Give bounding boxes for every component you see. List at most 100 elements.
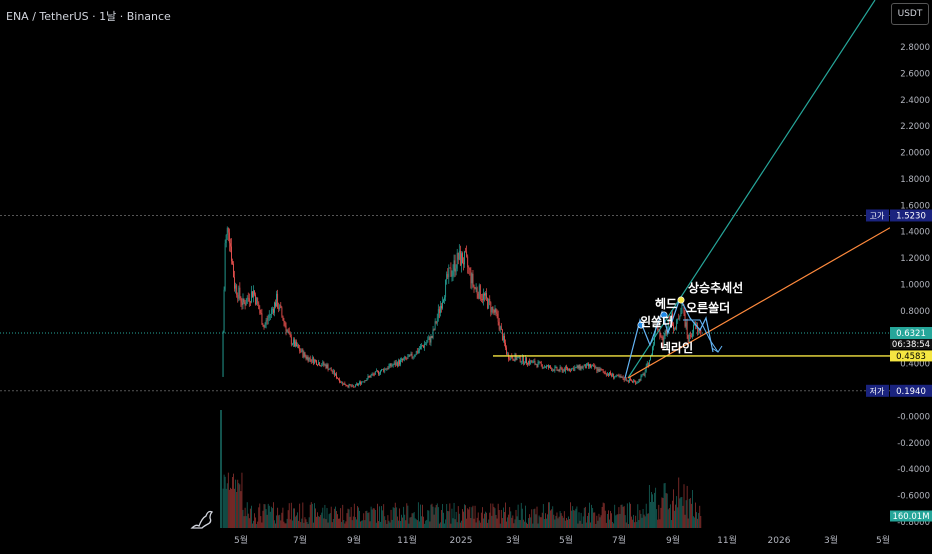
volume-bar [339,518,340,528]
volume-bar [410,517,412,528]
candle [354,384,356,388]
candle [603,371,605,373]
volume-bar [651,492,652,528]
volume-bar [559,511,561,528]
candle [494,308,496,313]
candle [566,366,567,369]
candle [405,356,407,359]
candle [571,368,573,371]
candle [296,341,297,347]
time-axis[interactable]: 5월 7월 9월 11월 2025 3월 5월 7월 9월 11월 2026 3월 5월 [0,530,890,550]
volume-bar [415,519,417,528]
volume-bar [474,505,476,528]
candle [395,362,397,366]
volume-bar [296,515,297,528]
volume-bar [627,523,629,528]
volume-bar [467,508,469,528]
volume-bar [402,517,403,528]
candle [527,363,528,365]
volume-bar [542,504,544,528]
candle [453,260,455,271]
volume-bar [301,518,303,528]
candle [345,384,347,386]
candle [392,364,394,366]
candle [424,344,426,348]
volume-bar [252,523,253,528]
volume-bar [631,516,632,528]
candle [532,361,534,363]
candle [337,378,338,379]
volume-bar [452,518,454,528]
candle [249,301,251,303]
volume-bar [349,516,351,528]
candle [538,361,540,363]
chart-area[interactable]: 상승추세선 헤드 오른쏠더 왼쏠더 넥라인 고가 저가 [0,0,891,530]
candle [404,356,406,359]
candle [312,357,314,364]
candle [225,234,227,244]
candle [668,319,670,320]
candle [459,250,461,266]
candle [295,341,296,347]
candle [281,307,283,316]
candle [266,320,268,322]
annotation-neckline: 넥라인 [660,340,693,355]
volume-value-badge-bg [890,510,932,522]
volume-bar [338,518,339,528]
volume-bar [605,522,607,528]
candle [361,381,363,385]
candle [247,297,249,299]
volume-bar [572,506,574,528]
candle [235,285,237,289]
candle [587,363,588,365]
candle [350,385,352,387]
candle [237,294,239,299]
volume-bar [362,520,364,528]
symbol-title[interactable]: ENA / TetherUS · 1날 · Binance [6,10,171,23]
volume-bar [673,489,674,528]
volume-bar [521,508,523,528]
currency-button[interactable]: USDT [891,3,929,25]
volume-bar [367,512,369,528]
candle [567,368,568,370]
price-axis[interactable]: 2.8000 2.6000 2.4000 2.2000 2.0000 1.8000 1.60… [890,0,932,530]
volume-bar [522,519,524,528]
volume-bar [228,489,230,528]
volume-bar [543,519,545,528]
candle [591,365,592,368]
volume-bar [457,506,459,528]
volume-bar [427,510,429,528]
candle [624,377,626,381]
volume-bar [498,509,500,528]
volume-bar [330,506,332,528]
candle [245,303,247,306]
volume-bar [624,515,626,528]
volume-bar [425,520,427,528]
candle [492,307,494,310]
volume-bar [456,522,458,528]
volume-bar [556,512,558,528]
candle [244,302,246,306]
volume-bar [267,503,269,528]
candle [357,384,358,386]
volume-bar [579,520,581,528]
volume-bar [446,504,448,528]
candle [474,287,476,289]
candle [226,227,228,235]
countdown-badge-bg [890,338,932,349]
volume-bar [634,522,636,528]
time-tick: 3월 [824,534,838,546]
volume-bar [238,483,240,528]
volume-bar [368,512,370,528]
candle [257,297,259,304]
volume-bar [324,504,326,528]
candle [642,374,644,375]
candle [260,313,262,314]
volume-bar [361,520,363,528]
candle [449,267,451,269]
candle [382,369,384,370]
candle [688,334,690,343]
volume-bar [227,472,229,528]
candle [584,364,586,369]
